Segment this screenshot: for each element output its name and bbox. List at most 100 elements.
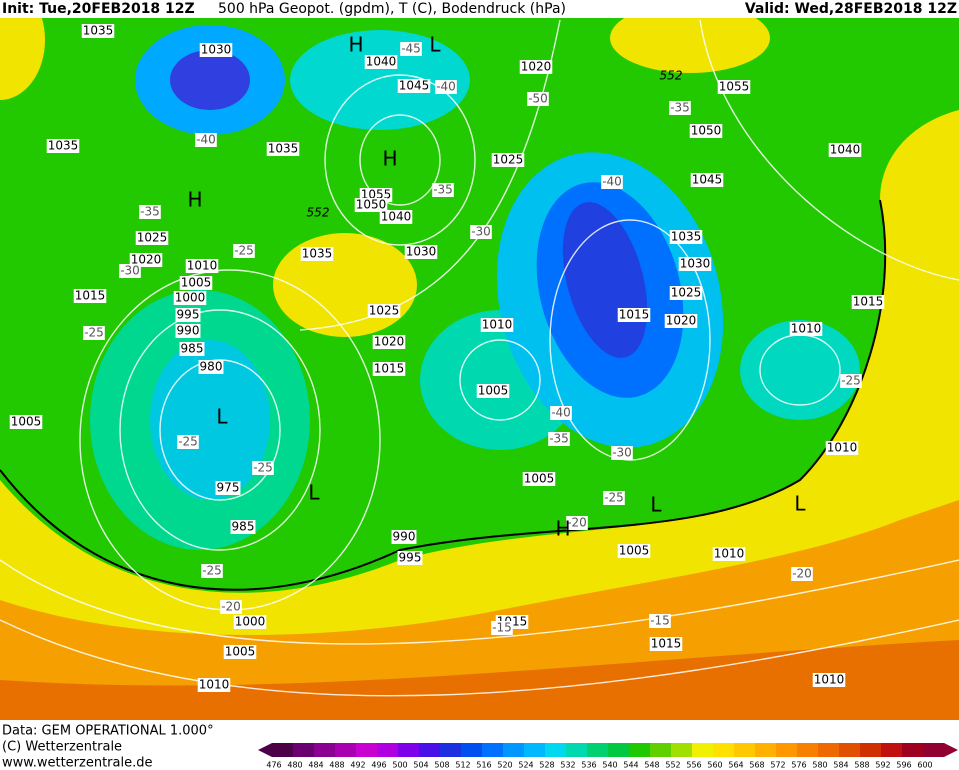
temperature-label: -40 [436, 80, 456, 94]
scale-swatch [608, 743, 630, 757]
isobar-label-box [199, 43, 233, 57]
temperature-label-box [201, 564, 223, 578]
temperature-label: -35 [433, 183, 453, 197]
isobar-label: 995 [177, 308, 200, 322]
isobar-label: 1035 [671, 230, 702, 244]
isobar-label: 1025 [493, 153, 524, 167]
pressure-center: L [650, 493, 662, 517]
isobar-label: 995 [399, 551, 422, 565]
isobar-label: 1015 [853, 295, 884, 309]
scale-swatch [587, 743, 609, 757]
scale-swatch [503, 743, 525, 757]
height-label: 552 [307, 206, 330, 220]
scale-label: 540 [602, 761, 617, 770]
isobar-label-box [519, 60, 553, 74]
isobar-label: 1035 [268, 142, 299, 156]
isobar-label-box [476, 384, 510, 398]
isobar-label-box [717, 80, 751, 94]
copyright: (C) Wetterzentrale [2, 740, 122, 755]
isobar-label: 1045 [399, 79, 430, 93]
isobar-label: 1010 [482, 318, 513, 332]
temperature-label: -40 [551, 406, 571, 420]
temperature-label-box [220, 600, 242, 614]
temperature-label: -35 [140, 205, 160, 219]
temperature-label: -15 [492, 621, 512, 635]
scale-label: 508 [434, 761, 449, 770]
scale-label: 596 [896, 761, 911, 770]
valid-time: Valid: Wed,28FEB2018 12Z [745, 1, 957, 17]
pressure-center: L [794, 492, 806, 516]
isobar-label-box [397, 551, 423, 565]
scale-label: 516 [476, 761, 491, 770]
temperature-label-box [611, 446, 633, 460]
isobar-label-box [185, 259, 219, 273]
scale-label: 560 [707, 761, 722, 770]
isobar-label: 1020 [374, 335, 405, 349]
isobar-label: 975 [217, 481, 240, 495]
temperature-label: -25 [178, 435, 198, 449]
init-time: Init: Tue,20FEB2018 12Z [2, 1, 195, 17]
isobar-label: 1010 [814, 673, 845, 687]
color-scale: 476 480 484 488 492 496 500 504 508 512 516 520 524 5… [258, 743, 958, 770]
isobar-label-box [266, 142, 300, 156]
isobar-label: 1030 [201, 43, 232, 57]
isobar-label-box [198, 360, 224, 374]
scale-swatch [860, 743, 882, 757]
pressure-center: H [382, 147, 397, 171]
isobar-label-box [617, 308, 651, 322]
temperature-label-box [432, 183, 454, 197]
isobar-label-box [372, 335, 406, 349]
isobar-label: 1030 [406, 245, 437, 259]
scale-label: 492 [350, 761, 365, 770]
isobar-label-box [367, 304, 401, 318]
isobar-label-box [649, 637, 683, 651]
scale-label: 484 [308, 761, 323, 770]
scale-swatch [524, 743, 546, 757]
isobar-label-box [480, 318, 514, 332]
temperature-label-box [435, 80, 457, 94]
scale-swatch [650, 743, 672, 757]
isobar-label-box [46, 139, 80, 153]
isobar-label-box [617, 544, 651, 558]
isobar-label: 1005 [181, 276, 212, 290]
isobar-label-box [179, 276, 213, 290]
scale-label: 528 [539, 761, 554, 770]
temperature-label: -40 [196, 133, 216, 147]
scale-swatch [272, 743, 294, 757]
scale-swatch [398, 743, 420, 757]
isobar-label-box [364, 55, 398, 69]
scale-swatch [923, 743, 945, 757]
isobar-label-box [678, 257, 712, 271]
isobar-label-box [175, 324, 201, 338]
temperature-label: -25 [234, 244, 254, 258]
isobar-label-box [354, 198, 388, 212]
website: www.wetterzentrale.de [2, 756, 152, 770]
pressure-center: H [348, 33, 363, 57]
isobar-label-box [129, 253, 163, 267]
isobar-label-box [223, 645, 257, 659]
scale-swatch [377, 743, 399, 757]
scale-arrow-left [258, 743, 272, 757]
isobar-label-box [175, 308, 201, 322]
isobar-label-box [712, 547, 746, 561]
scale-arrow-right [944, 743, 958, 757]
isobar-label: 1010 [187, 259, 218, 273]
scale-label: 524 [518, 761, 533, 770]
isobar-label: 1025 [369, 304, 400, 318]
isobar-label: 1050 [356, 198, 387, 212]
scale-label: 552 [665, 761, 680, 770]
scale-label: 572 [770, 761, 785, 770]
isobar-label-box [828, 143, 862, 157]
scale-label: 548 [644, 761, 659, 770]
temperature-label: -25 [841, 374, 861, 388]
temperature-label-box [470, 225, 492, 239]
scale-swatch [776, 743, 798, 757]
pressure-center: L [216, 405, 228, 429]
temperature-label-box [400, 42, 422, 56]
scale-swatch [629, 743, 651, 757]
isobar-label: 1020 [131, 253, 162, 267]
isobar-label-box [230, 520, 256, 534]
scale-label: 532 [560, 761, 575, 770]
isobar-label: 1035 [48, 139, 79, 153]
